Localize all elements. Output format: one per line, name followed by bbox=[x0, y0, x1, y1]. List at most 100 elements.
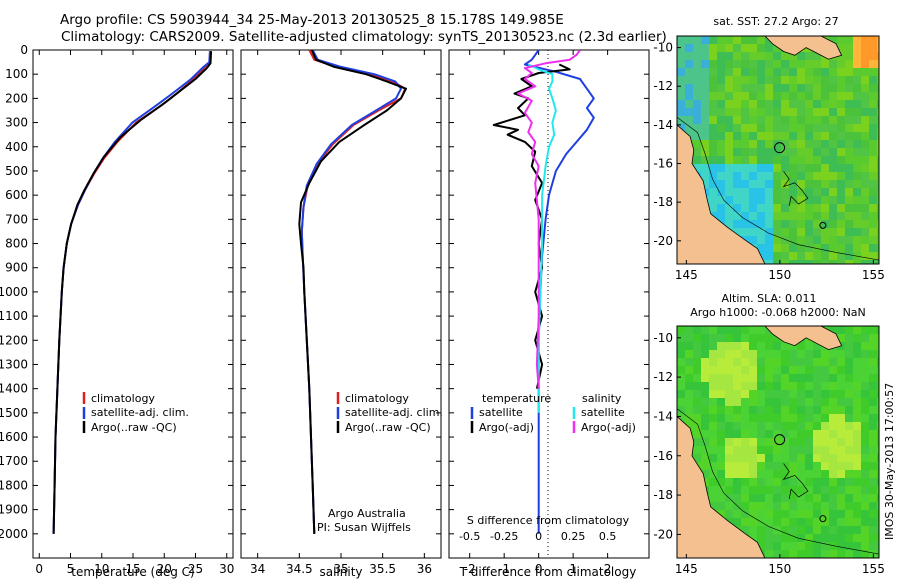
map-cell bbox=[837, 100, 845, 108]
map-cell bbox=[853, 422, 861, 430]
map-cell bbox=[765, 172, 773, 180]
map-cell bbox=[845, 52, 853, 60]
difference-ticks: -2 -1 0 1 2 bbox=[449, 49, 649, 576]
map-cell bbox=[701, 350, 709, 358]
map-cell bbox=[765, 76, 773, 84]
map-cell bbox=[853, 374, 861, 382]
map-cell bbox=[749, 212, 757, 220]
map-cell bbox=[837, 494, 845, 502]
map-cell bbox=[717, 156, 725, 164]
map-cell bbox=[805, 148, 813, 156]
map-cell bbox=[829, 228, 837, 236]
map-cell bbox=[869, 132, 877, 140]
s-tick-label: 0.25 bbox=[561, 530, 586, 543]
map-cell bbox=[685, 44, 693, 52]
map-cell bbox=[845, 454, 853, 462]
map-cell bbox=[757, 244, 765, 252]
x-tick-label: 15 bbox=[125, 562, 140, 576]
map-cell bbox=[725, 358, 733, 366]
map-cell bbox=[709, 478, 717, 486]
map-cell bbox=[725, 438, 733, 446]
map-cell bbox=[869, 478, 877, 486]
map-cell bbox=[797, 180, 805, 188]
map-cell bbox=[685, 84, 693, 92]
map-cell bbox=[765, 406, 773, 414]
map-cell bbox=[725, 220, 733, 228]
x-tick-label: 5 bbox=[67, 562, 75, 576]
map-cell bbox=[765, 108, 773, 116]
map-cell bbox=[781, 414, 789, 422]
map-cell bbox=[765, 156, 773, 164]
map-cell bbox=[869, 350, 877, 358]
map-cell bbox=[757, 60, 765, 68]
map-cell bbox=[853, 140, 861, 148]
map-cell bbox=[781, 148, 789, 156]
map-cell bbox=[781, 188, 789, 196]
map-cell bbox=[701, 180, 709, 188]
map-cell bbox=[773, 334, 781, 342]
map-cell bbox=[773, 462, 781, 470]
map-cell bbox=[821, 462, 829, 470]
map-cell bbox=[717, 180, 725, 188]
map-cell bbox=[829, 108, 837, 116]
map-cell bbox=[877, 446, 879, 454]
map-cell bbox=[733, 430, 741, 438]
map-cell bbox=[797, 534, 805, 542]
map-cell bbox=[869, 462, 877, 470]
map-cell bbox=[733, 462, 741, 470]
map-cell bbox=[789, 84, 797, 92]
map-cell bbox=[757, 76, 765, 84]
temperature-xlabel: temperature (deg C) bbox=[71, 565, 194, 579]
map-cell bbox=[701, 334, 709, 342]
map-cell bbox=[805, 236, 813, 244]
map-cell bbox=[797, 382, 805, 390]
map-cell bbox=[869, 542, 877, 550]
map-cell bbox=[829, 502, 837, 510]
map-cell bbox=[813, 140, 821, 148]
map-cell bbox=[821, 164, 829, 172]
map-cell bbox=[837, 510, 845, 518]
map-cell bbox=[805, 478, 813, 486]
map-cell bbox=[837, 108, 845, 116]
map-cell bbox=[765, 518, 773, 526]
map-cell bbox=[717, 36, 725, 44]
map-cell bbox=[717, 406, 725, 414]
map-cell bbox=[869, 52, 877, 60]
map-cell bbox=[821, 228, 829, 236]
map-cell bbox=[789, 526, 797, 534]
map-cell bbox=[773, 414, 781, 422]
map-y-tick-label: -12 bbox=[653, 370, 673, 384]
map-cell bbox=[789, 204, 797, 212]
map-cell bbox=[797, 446, 805, 454]
map-cell bbox=[821, 260, 829, 264]
map-cell bbox=[797, 398, 805, 406]
map-cell bbox=[813, 550, 821, 558]
map-cell bbox=[749, 366, 757, 374]
map-cell bbox=[701, 382, 709, 390]
map-cell bbox=[805, 156, 813, 164]
map-cell bbox=[725, 52, 733, 60]
map-cell bbox=[845, 188, 853, 196]
map-cell bbox=[781, 382, 789, 390]
map-cell bbox=[845, 438, 853, 446]
map-cell bbox=[877, 438, 879, 446]
map-cell bbox=[725, 180, 733, 188]
map-cell bbox=[717, 164, 725, 172]
map-cell bbox=[765, 478, 773, 486]
y-tick-label: 2000 bbox=[0, 527, 28, 541]
map-cell bbox=[709, 180, 717, 188]
map-cell bbox=[741, 446, 749, 454]
map-cell bbox=[821, 156, 829, 164]
map-cell bbox=[717, 326, 725, 334]
map-cell bbox=[709, 84, 717, 92]
map-cell bbox=[877, 526, 879, 534]
map-cell bbox=[853, 124, 861, 132]
map-cell bbox=[757, 100, 765, 108]
map-cell bbox=[845, 196, 853, 204]
map-cell bbox=[693, 342, 701, 350]
map-cell bbox=[701, 36, 709, 44]
map-cell bbox=[829, 398, 837, 406]
map-cell bbox=[797, 236, 805, 244]
map-cell bbox=[869, 454, 877, 462]
map-cell bbox=[837, 326, 845, 334]
